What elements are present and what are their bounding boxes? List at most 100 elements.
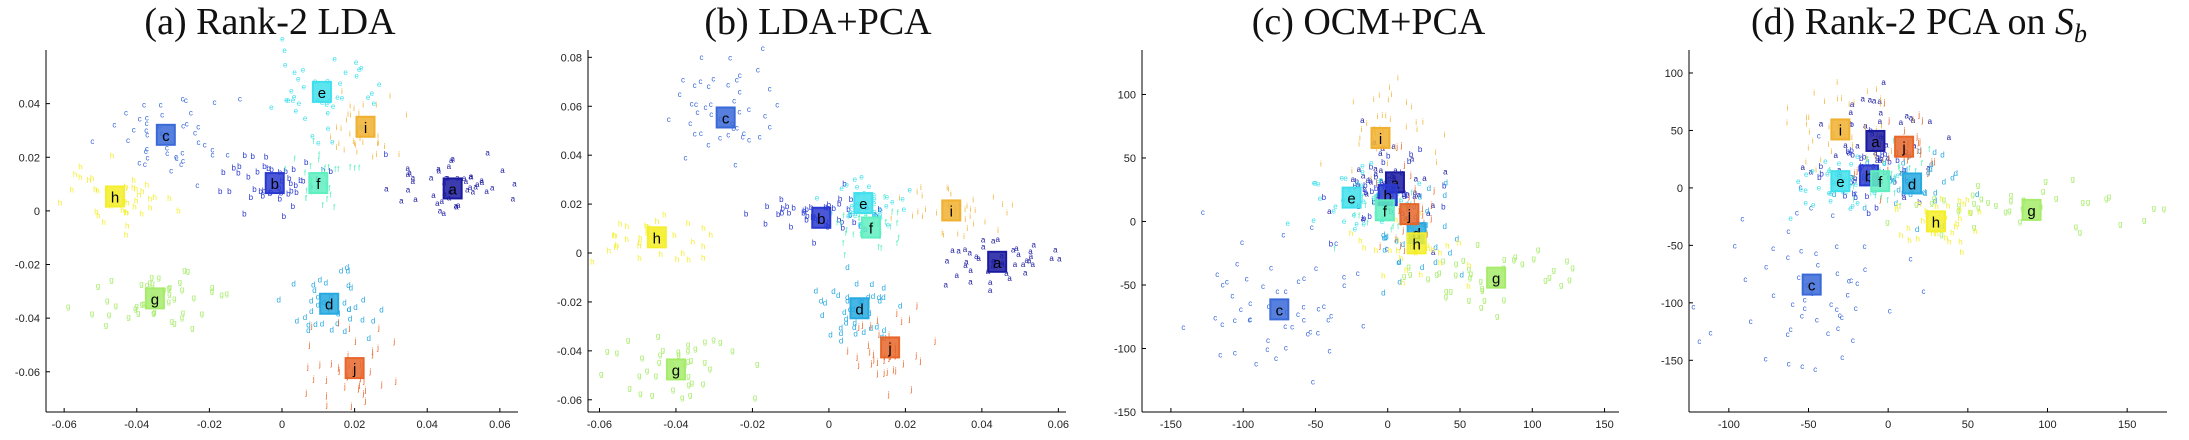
data-point: i	[1806, 113, 1808, 122]
data-point: a	[1057, 255, 1062, 264]
data-point: i	[936, 208, 938, 217]
centroid-box	[1830, 170, 1851, 193]
data-point: a	[1860, 95, 1865, 104]
x-tick-label: -50	[1801, 419, 1817, 431]
y-tick-label: 100	[1118, 89, 1136, 101]
data-point: e	[1828, 196, 1833, 205]
data-point: b	[837, 215, 842, 224]
data-point: e	[301, 66, 306, 75]
data-point: c	[1803, 296, 1807, 305]
panel-title-b: (b) LDA+PCA	[704, 1, 932, 43]
data-point: g	[1479, 302, 1483, 311]
data-point: i	[1812, 137, 1814, 146]
data-point: g	[191, 293, 195, 302]
x-tick-label: -0.02	[197, 419, 222, 431]
data-point: i	[1006, 209, 1008, 218]
data-point: i	[917, 207, 919, 216]
data-point: g	[1444, 286, 1448, 295]
data-point: i	[1011, 201, 1013, 210]
data-point: j	[1432, 186, 1435, 195]
data-point: g	[1972, 223, 1976, 232]
data-point: a	[1031, 241, 1036, 250]
data-point: e	[867, 182, 872, 191]
centroid-box	[987, 250, 1008, 273]
data-point: g	[2009, 191, 2013, 200]
data-point: j	[887, 390, 890, 399]
data-point: f	[1899, 202, 1902, 211]
data-point: i	[943, 230, 945, 239]
data-point: g	[1448, 287, 1452, 296]
data-point: e	[1312, 178, 1317, 187]
centroid-marker: g	[1486, 266, 1507, 289]
data-point: c	[1322, 302, 1326, 311]
data-point: c	[181, 121, 185, 130]
data-point: a	[974, 252, 979, 261]
data-point: d	[1381, 230, 1385, 239]
data-point: c	[1275, 287, 1279, 296]
data-point: g	[1885, 218, 1889, 227]
data-point: c	[667, 115, 671, 124]
data-point: a	[1373, 165, 1378, 174]
data-point: h	[123, 184, 127, 193]
data-point: g	[141, 299, 145, 308]
data-point: j	[846, 346, 849, 355]
data-point: b	[1848, 120, 1853, 129]
data-point: e	[1803, 199, 1808, 208]
data-point: a	[1872, 96, 1877, 105]
y-tick-label: 0.04	[19, 99, 40, 111]
data-point: g	[689, 355, 693, 364]
data-point: d	[844, 319, 848, 328]
data-point: c	[1847, 276, 1851, 285]
data-point: c	[775, 100, 779, 109]
data-point: f	[1853, 196, 1856, 205]
data-point: c	[112, 121, 116, 130]
data-point: b	[744, 210, 749, 219]
data-point: c	[1764, 355, 1768, 364]
data-point: h	[1899, 231, 1903, 240]
data-point: d	[831, 287, 835, 296]
data-point: f	[858, 213, 861, 222]
centroid-label: j	[1901, 140, 1905, 157]
data-point: i	[1411, 102, 1413, 111]
data-point: a	[943, 281, 948, 290]
data-point: c	[1840, 353, 1844, 362]
data-point: d	[875, 322, 879, 331]
data-point: c	[159, 100, 163, 109]
data-point: j	[1409, 171, 1412, 180]
data-point: e	[858, 219, 863, 228]
data-point: c	[694, 100, 698, 109]
data-point: g	[2003, 207, 2007, 216]
centroid-box	[941, 199, 962, 222]
data-point: f	[1870, 189, 1873, 198]
data-point: a	[471, 188, 476, 197]
centroid-label: g	[672, 362, 680, 379]
data-point: g	[755, 359, 759, 368]
data-point: b	[1374, 184, 1379, 193]
centroid-label: j	[887, 340, 891, 357]
data-point: h	[1426, 244, 1430, 253]
data-point: i	[1378, 91, 1380, 100]
data-point: e	[884, 201, 889, 210]
data-point: g	[190, 324, 194, 333]
panel-b: (b) LDA+PCA -0.06 -0.04 -0.02 0 0.02 0.04 0.06…	[548, 0, 1088, 440]
data-point: a	[1351, 175, 1356, 184]
data-point: d	[839, 336, 843, 345]
data-point: i	[1881, 121, 1883, 130]
data-point: b	[252, 185, 257, 194]
data-point: a	[1025, 256, 1030, 265]
data-point: c	[693, 129, 697, 138]
data-point: j	[908, 315, 911, 324]
data-point: j	[1397, 206, 1400, 215]
data-point: i	[389, 92, 391, 101]
data-point: h	[73, 170, 77, 179]
data-point: g	[1559, 280, 1563, 289]
data-point: c	[1310, 223, 1314, 232]
data-point: e	[343, 68, 348, 77]
data-point: b	[840, 217, 845, 226]
centroid-label: d	[855, 301, 863, 318]
x-tick-label: 150	[2118, 419, 2136, 431]
data-point: d	[1397, 278, 1401, 287]
data-point: e	[310, 132, 315, 141]
data-point: c	[1213, 314, 1217, 323]
data-point: a	[967, 248, 972, 257]
